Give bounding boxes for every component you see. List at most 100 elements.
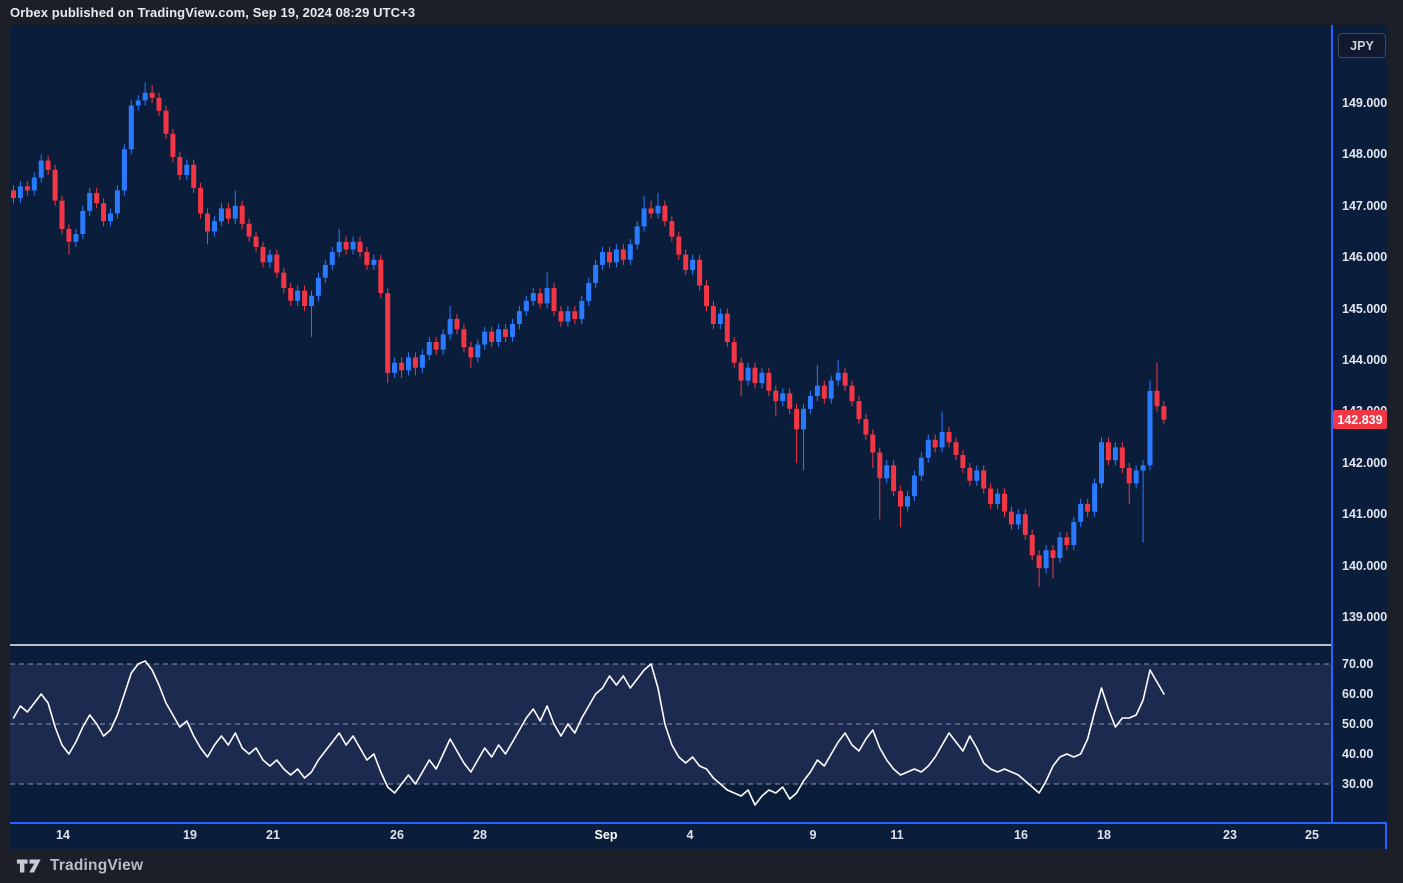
price-axis-label: 144.000 <box>1342 353 1387 367</box>
time-axis-label: 18 <box>1097 828 1111 842</box>
candle-up <box>835 372 841 381</box>
candle-up <box>634 226 640 245</box>
candle-down <box>981 470 987 489</box>
candle-down <box>198 187 204 214</box>
candle-up <box>544 288 550 304</box>
candle-up <box>108 213 113 222</box>
candle-down <box>288 288 294 301</box>
candle-up <box>406 357 411 371</box>
candle-down <box>960 455 966 468</box>
candle-up <box>329 252 335 265</box>
candle-down <box>683 254 689 270</box>
rsi-pane[interactable] <box>10 646 1331 822</box>
price-axis-label: 141.000 <box>1342 507 1387 522</box>
candle-down <box>364 252 370 265</box>
candle-up <box>627 244 633 260</box>
candle-up <box>267 254 273 263</box>
candle-down <box>1002 493 1007 512</box>
candle-down <box>170 133 176 157</box>
rsi-axis-label: 40.00 <box>1342 747 1374 761</box>
tradingview-logo-icon[interactable] <box>16 856 42 876</box>
candle-up <box>828 380 834 399</box>
candle-down <box>378 259 384 294</box>
candle-down <box>253 236 259 247</box>
candle-up <box>440 334 446 350</box>
time-axis[interactable]: 14 19 21 26 28 Sep 4 9 11 16 18 23 25 <box>10 824 1387 849</box>
price-axis-label: 146.000 <box>1342 250 1387 265</box>
candle-up <box>925 439 931 458</box>
time-axis-label: 28 <box>473 828 487 842</box>
candle-down <box>1161 406 1167 420</box>
candle-up <box>295 290 301 301</box>
chart-frame: 14 19 21 26 28 Sep 4 9 11 16 18 23 25 JPY 149.000 148… <box>10 25 1387 849</box>
candle-up <box>212 221 217 232</box>
candle-up <box>426 342 432 355</box>
candle-down <box>752 367 758 384</box>
candle-down <box>794 408 800 430</box>
rsi-axis-label: 60.00 <box>1342 687 1374 701</box>
candle-up <box>232 205 238 219</box>
candle-down <box>572 311 578 319</box>
candle-down <box>738 362 744 381</box>
candle-down <box>773 390 779 402</box>
candle-down <box>24 186 30 191</box>
candle-down <box>787 393 793 409</box>
pane-separator[interactable] <box>10 644 1331 646</box>
candle-up <box>392 362 398 373</box>
candle-up <box>814 385 820 396</box>
candle-down <box>399 362 405 371</box>
candle-up <box>1043 550 1049 569</box>
candle-up <box>496 329 502 342</box>
time-axis-label: 9 <box>809 828 817 842</box>
candle-up <box>447 318 453 335</box>
candle-up <box>641 208 647 227</box>
candle-down <box>433 342 439 350</box>
candle-down <box>225 208 231 219</box>
candle-up <box>613 249 619 263</box>
candle-down <box>66 228 72 242</box>
currency-badge[interactable]: JPY <box>1338 33 1386 58</box>
candle-down <box>239 205 245 224</box>
candle-down <box>710 306 716 324</box>
candle-up <box>371 259 377 265</box>
candle-up <box>690 259 696 271</box>
time-axis-border-line <box>10 822 1387 824</box>
candle-down <box>849 385 855 402</box>
candle-up <box>142 92 148 101</box>
candle-up <box>336 241 342 253</box>
time-axis-label: 11 <box>890 828 904 842</box>
candle-down <box>724 313 730 342</box>
candle-down <box>863 419 869 435</box>
candle-down <box>842 372 848 386</box>
candle-down <box>163 110 169 134</box>
candle-down <box>766 372 772 391</box>
time-axis-label: 21 <box>266 828 280 842</box>
candle-up <box>128 105 134 150</box>
candle-up <box>218 208 224 222</box>
candle-up <box>38 160 44 178</box>
candle-up <box>309 295 314 307</box>
candle-down <box>988 488 994 504</box>
candle-down <box>246 223 252 237</box>
tradingview-brand[interactable]: TradingView <box>50 857 144 874</box>
candle-down <box>932 439 938 448</box>
time-axis-label: 14 <box>56 828 70 842</box>
candle-up <box>1140 465 1146 471</box>
candle-down <box>1050 550 1056 558</box>
time-axis-label: 26 <box>390 828 404 842</box>
candle-up <box>1092 483 1098 512</box>
candle-up <box>1147 390 1153 466</box>
candle-up <box>1078 503 1084 522</box>
candle-down <box>1008 511 1014 525</box>
candle-up <box>884 465 890 479</box>
candle-down <box>11 190 16 199</box>
candle-down <box>191 164 197 188</box>
main-candlestick-pane[interactable] <box>10 25 1331 644</box>
candle-up <box>593 264 599 283</box>
candle-up <box>1071 521 1077 545</box>
candle-up <box>482 331 488 345</box>
candle-up <box>801 408 806 430</box>
candle-up <box>523 300 529 312</box>
price-axis[interactable]: JPY 149.000 148.000 147.000 146.000 145.000 1… <box>1331 25 1387 822</box>
candle-down <box>669 221 675 237</box>
